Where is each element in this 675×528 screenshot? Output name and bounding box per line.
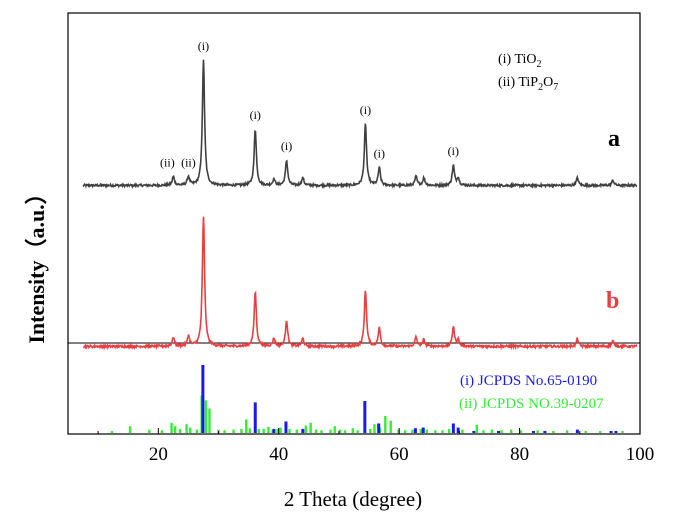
- peak-label: (i): [360, 103, 371, 117]
- peak-label: (i): [374, 147, 385, 161]
- series-label-b: b: [606, 288, 619, 314]
- peak-labels: (ii) (ii) (i) (i) (i) (i) (i) (i): [160, 39, 459, 169]
- phase-legend: (i) TiO2 (ii) TiP2O7: [498, 52, 558, 93]
- x-tick-label: 60: [390, 444, 409, 465]
- x-tick-label: 100: [626, 444, 655, 465]
- series-label-a: a: [608, 126, 620, 152]
- peak-label: (i): [281, 139, 292, 153]
- y-axis-label: Intensity（a.u.）: [24, 182, 49, 343]
- reference-sticks: [110, 365, 624, 433]
- series-line-a: [82, 59, 638, 190]
- legend-phase-tio2: (i) TiO: [498, 52, 537, 67]
- peak-label: (i): [198, 39, 209, 53]
- reference-legend: (i) JCPDS No.65-0190 (ii) JCPDS NO.39-02…: [459, 373, 604, 412]
- series-lines: [82, 59, 638, 351]
- legend-tip2o7-subscript-o: 7: [553, 82, 558, 93]
- legend-ref-jcpds-65-0190: (i) JCPDS No.65-0190: [460, 373, 597, 389]
- x-tick-label: 80: [510, 444, 529, 465]
- x-tick-label: 20: [149, 444, 168, 465]
- peak-label: (i): [250, 108, 261, 122]
- x-tick-label: 40: [269, 444, 288, 465]
- legend-ref-jcpds-39-0207: (ii) JCPDS NO.39-0207: [459, 396, 604, 412]
- svg-text:(i) TiO2: (i) TiO2: [498, 52, 542, 70]
- svg-text:(ii) TiP2O7: (ii) TiP2O7: [498, 75, 558, 93]
- legend-tip2o7-subscript-p: 2: [538, 82, 543, 93]
- legend-phase-tip2o7: (ii) TiP: [498, 75, 538, 90]
- series-line-b: [83, 216, 638, 351]
- x-axis-label: 2 Theta (degree): [284, 487, 422, 511]
- plot-frame: [67, 12, 641, 435]
- legend-tip2o7-oxygen: O: [543, 75, 553, 90]
- peak-label: (i): [448, 144, 459, 158]
- peak-label: (ii): [181, 155, 196, 169]
- legend-tio2-subscript: 2: [537, 59, 542, 70]
- x-axis-ticks: 20 40 60 80 100: [97, 428, 655, 465]
- peak-label: (ii): [160, 155, 175, 169]
